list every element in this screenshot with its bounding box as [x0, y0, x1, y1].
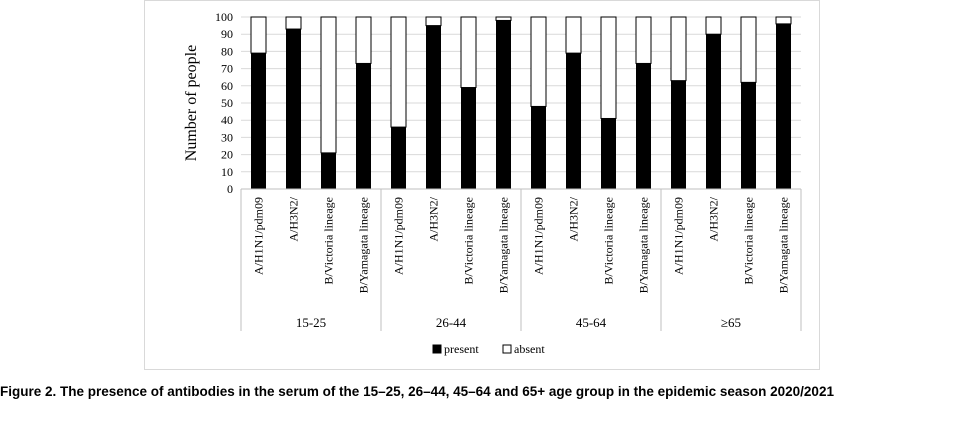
- y-tick-label: 100: [215, 10, 233, 24]
- y-axis-label: Number of people: [183, 45, 200, 161]
- bar-present: [426, 25, 441, 189]
- bar-absent: [775, 16, 792, 25]
- bar-absent: [320, 16, 337, 154]
- x-category-label: B/Victoria lineage: [462, 197, 476, 285]
- bar-present: [286, 29, 301, 190]
- x-group-label: ≥65: [721, 315, 741, 330]
- x-category-label: A/H1N1/pdm09: [252, 197, 266, 275]
- x-category-label: A/H1N1/pdm09: [532, 197, 546, 275]
- figure-caption: Figure 2. The presence of antibodies in …: [0, 384, 834, 399]
- bars: [250, 16, 792, 190]
- chart: 0 10 20 30 40 50 60 70 80 90 100 A/H1N1/pdm09 A/H3N2…: [183, 10, 802, 356]
- bar-present: [251, 53, 266, 190]
- x-category-label: B/Yamagata lineage: [357, 197, 371, 293]
- bar-absent: [460, 16, 477, 89]
- x-category-label: B/Yamagata lineage: [777, 197, 791, 293]
- bar-absent: [740, 16, 757, 83]
- bar-absent: [250, 16, 267, 54]
- x-category-label: A/H3N2/: [707, 196, 721, 241]
- y-tick-label: 90: [221, 27, 233, 41]
- y-tick-label: 50: [221, 96, 233, 110]
- x-category-label: B/Yamagata lineage: [497, 197, 511, 293]
- bar-absent: [425, 16, 442, 27]
- bar-absent: [635, 16, 652, 64]
- bar-present: [741, 82, 756, 189]
- axes: 0 10 20 30 40 50 60 70 80 90 100 A/H1N1/pdm09 A/H3N2…: [215, 10, 802, 331]
- bar-absent: [600, 16, 617, 119]
- bar-present: [671, 80, 686, 189]
- bar-present: [496, 20, 511, 189]
- x-category-label: A/H3N2/: [287, 196, 301, 241]
- bar-absent: [390, 16, 407, 128]
- x-category-label: B/Victoria lineage: [322, 197, 336, 285]
- y-tick-label: 10: [221, 165, 233, 179]
- y-tick-label: 20: [221, 148, 233, 162]
- chart-frame: 0 10 20 30 40 50 60 70 80 90 100 A/H1N1/pdm09 A/H3N2…: [144, 0, 820, 370]
- x-category-label: B/Victoria lineage: [602, 197, 616, 285]
- legend: present absent: [432, 342, 545, 356]
- bar-present: [461, 87, 476, 189]
- bar-absent: [705, 16, 722, 35]
- bar-present: [566, 53, 581, 190]
- x-group-label: 26-44: [436, 315, 467, 330]
- y-tick-label: 80: [221, 44, 233, 58]
- x-group-label: 15-25: [296, 315, 326, 330]
- bar-absent: [495, 16, 512, 21]
- y-tick-label: 30: [221, 130, 233, 144]
- bar-present: [636, 63, 651, 189]
- bar-present: [356, 63, 371, 189]
- bar-present: [531, 106, 546, 189]
- bar-present: [391, 127, 406, 189]
- x-category-label: B/Victoria lineage: [742, 197, 756, 285]
- y-tick-label: 60: [221, 79, 233, 93]
- legend-label-absent: absent: [514, 342, 545, 356]
- bar-absent: [530, 16, 547, 107]
- x-category-label: B/Yamagata lineage: [637, 197, 651, 293]
- y-tick-label: 40: [221, 113, 233, 127]
- legend-swatch-present: [432, 344, 442, 354]
- bar-present: [601, 118, 616, 189]
- bar-absent: [355, 16, 372, 64]
- x-category-label: A/H3N2/: [427, 196, 441, 241]
- y-tick-label: 70: [221, 62, 233, 76]
- bar-absent: [670, 16, 687, 82]
- x-category-label: A/H1N1/pdm09: [392, 197, 406, 275]
- legend-swatch-absent: [502, 344, 512, 354]
- x-category-label: A/H3N2/: [567, 196, 581, 241]
- legend-label-present: present: [444, 342, 479, 356]
- bar-present: [776, 23, 791, 189]
- y-tick-label: 0: [227, 182, 233, 196]
- x-group-label: 45-64: [576, 315, 607, 330]
- bar-present: [321, 152, 336, 189]
- bar-present: [706, 34, 721, 190]
- bar-absent: [565, 16, 582, 54]
- bar-absent: [285, 16, 302, 30]
- x-category-label: A/H1N1/pdm09: [672, 197, 686, 275]
